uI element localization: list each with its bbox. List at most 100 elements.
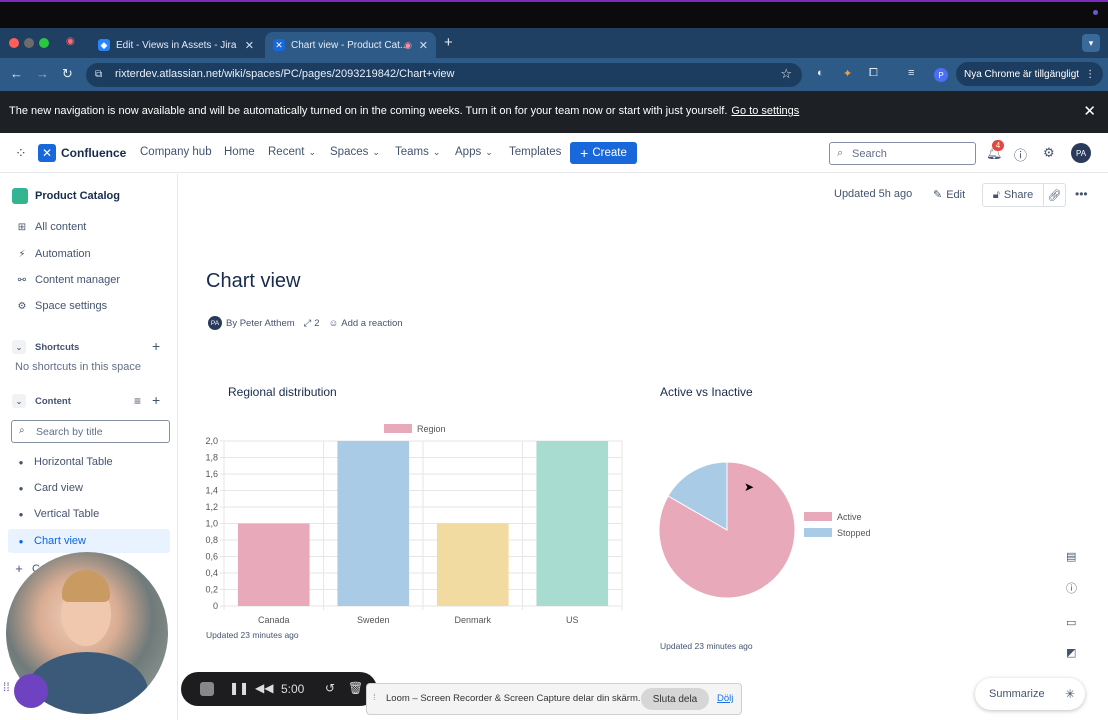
sidebar-item-automation[interactable]: ⚡︎ Automation [15,248,90,260]
add-shortcut-plus-icon[interactable]: + [152,338,161,354]
add-reaction-label[interactable]: Add a reaction [341,317,403,329]
chrome-update-button[interactable]: Nya Chrome är tillgängligt ⋮ [956,62,1104,86]
forward-arrow-icon[interactable]: → [36,66,49,81]
author-avatar[interactable]: PA [208,316,222,330]
bullet-icon: ● [18,457,24,467]
nav-teams[interactable]: Teams ⌄ [395,146,440,158]
minimize-window-button[interactable] [24,38,34,48]
drag-handle-icon[interactable]: ⁞ [373,692,376,703]
go-to-settings-link[interactable]: Go to settings [731,105,800,117]
add-content-plus-icon[interactable]: + [152,392,161,408]
confluence-logo-icon[interactable]: ✕ [38,144,56,162]
legend-swatch [804,512,832,521]
bookmark-star-icon[interactable]: ☆ [780,66,792,81]
announcement-icon[interactable]: ◩ [1066,647,1077,659]
shortcuts-section[interactable]: ⌄ Shortcuts [12,340,79,354]
extension-icon[interactable]: ◐ [817,67,824,79]
summarize-button[interactable]: Summarize ✳ [975,678,1085,710]
reload-icon[interactable]: ↻ [62,66,73,81]
comments-icon[interactable]: ▤ [1066,551,1077,563]
page-label: Card view [34,482,83,494]
nav-company-hub[interactable]: Company hub [140,146,212,158]
help-icon[interactable]: ⓘ [1014,148,1028,163]
copy-link-button[interactable]: 🔗︎ [1044,183,1066,207]
tab-chart-view[interactable]: ✕ Chart view - Product Cat... ◉ ✕ [265,32,436,58]
close-tab-icon[interactable]: ✕ [418,39,428,52]
nav-spaces[interactable]: Spaces ⌄ [330,146,380,158]
settings-gear-icon[interactable]: ⚙ [1043,145,1055,160]
sidebar-item-label: All content [35,221,87,233]
page-tree-item[interactable]: ● Card view [8,476,170,500]
sidebar-item-space-settings[interactable]: ⚙ Space settings [15,300,108,312]
page-tree-item[interactable]: ● Horizontal Table [8,450,170,474]
bullet-icon: ● [18,509,24,519]
url-text: rixterdev.atlassian.net/wiki/spaces/PC/p… [115,68,455,80]
info-icon[interactable]: ⓘ [1066,583,1077,595]
site-info-icon[interactable]: ⧉ [95,69,103,80]
page-tree-item[interactable]: ● Vertical Table [8,502,170,526]
more-actions-icon[interactable]: ••• [1075,187,1088,201]
contributors-icon[interactable]: ⤢ [303,317,312,329]
stop-sharing-button[interactable]: Sluta dela [641,688,709,710]
search-input[interactable]: ⌕ Search [829,142,976,165]
legend-label: Stopped [837,528,871,538]
profile-avatar[interactable]: P [934,68,948,82]
bullet-icon: ● [18,483,24,493]
page-label: Vertical Table [34,508,100,520]
search-by-title-input[interactable]: ⌕ Search by title [11,420,170,443]
close-window-button[interactable] [9,38,19,48]
section-title: Content [35,395,71,407]
nav-templates[interactable]: Templates [509,146,562,158]
chevron-down-icon[interactable]: ⌄ [12,394,26,408]
confluence-brand[interactable]: Confluence [61,146,127,160]
more-vert-icon[interactable]: ⋮ [1085,68,1096,80]
screen-share-text: Loom – Screen Recorder & Screen Capture … [386,693,641,704]
delete-trash-icon[interactable]: 🗑︎ [348,681,364,695]
url-bar[interactable]: ⧉ rixterdev.atlassian.net/wiki/spaces/PC… [86,63,802,87]
tab-menu-chevron-icon[interactable]: ▾ [1082,34,1100,52]
content-section[interactable]: ⌄ Content [12,394,71,408]
create-button[interactable]: + Create [570,142,637,164]
y-tick-label: 1,6 [205,469,218,479]
media-icon[interactable]: ≡ [908,67,915,79]
hide-link[interactable]: Dölj [717,693,734,704]
page-tree-item-selected[interactable]: ● Chart view [8,529,170,553]
close-icon[interactable]: ✕ [1083,103,1096,120]
maximize-window-button[interactable] [39,38,49,48]
author-name[interactable]: By Peter Atthem [226,317,295,329]
video-icon[interactable]: ▭ [1066,617,1077,629]
pie-chart-updated: Updated 23 minutes ago [660,641,753,651]
chevron-down-icon[interactable]: ⌄ [12,340,26,354]
x-tick-label: Canada [258,615,290,625]
loom-logo-icon[interactable] [14,674,48,708]
share-label: Share [1003,189,1034,201]
legend-swatch [804,528,832,537]
nav-apps[interactable]: Apps ⌄ [455,146,493,158]
add-reaction-icon[interactable]: ☺ [328,317,339,329]
contributors-count[interactable]: 2 [314,317,320,329]
extension-icon[interactable]: ✦ [843,68,853,80]
sidebar-item-content-manager[interactable]: ⚯ Content manager [15,274,120,286]
drag-handle-icon[interactable]: ⁞⁞ [3,680,10,694]
nav-recent-label: Recent [268,146,305,158]
webcam-hair [62,570,110,602]
back-arrow-icon[interactable]: ← [10,66,23,81]
no-shortcuts-text: No shortcuts in this space [15,361,141,373]
close-tab-icon[interactable]: ✕ [244,39,254,52]
edit-label: Edit [946,189,966,201]
new-tab-icon[interactable]: + [444,34,453,51]
nav-home[interactable]: Home [224,146,255,158]
extensions-puzzle-icon[interactable]: ⧠ [869,67,878,79]
app-switcher-icon[interactable]: ⁘ [15,145,27,161]
tab-jira[interactable]: ◆ Edit - Views in Assets - Jira ✕ [90,32,262,58]
filter-icon[interactable]: ≡ [134,394,142,408]
restart-icon[interactable]: ↺ [325,681,336,695]
sidebar-item-all-content[interactable]: ⊞ All content [15,221,87,233]
user-avatar[interactable]: PA [1071,143,1091,163]
stop-recording-button[interactable] [200,682,214,696]
rewind-icon[interactable]: ◀◀ [255,681,274,695]
pause-icon[interactable]: ❚❚ [229,681,250,695]
nav-recent[interactable]: Recent ⌄ [268,146,316,158]
edit-button[interactable]: ✎ Edit [933,188,965,201]
share-button[interactable]: 🔓︎ Share [982,183,1044,207]
